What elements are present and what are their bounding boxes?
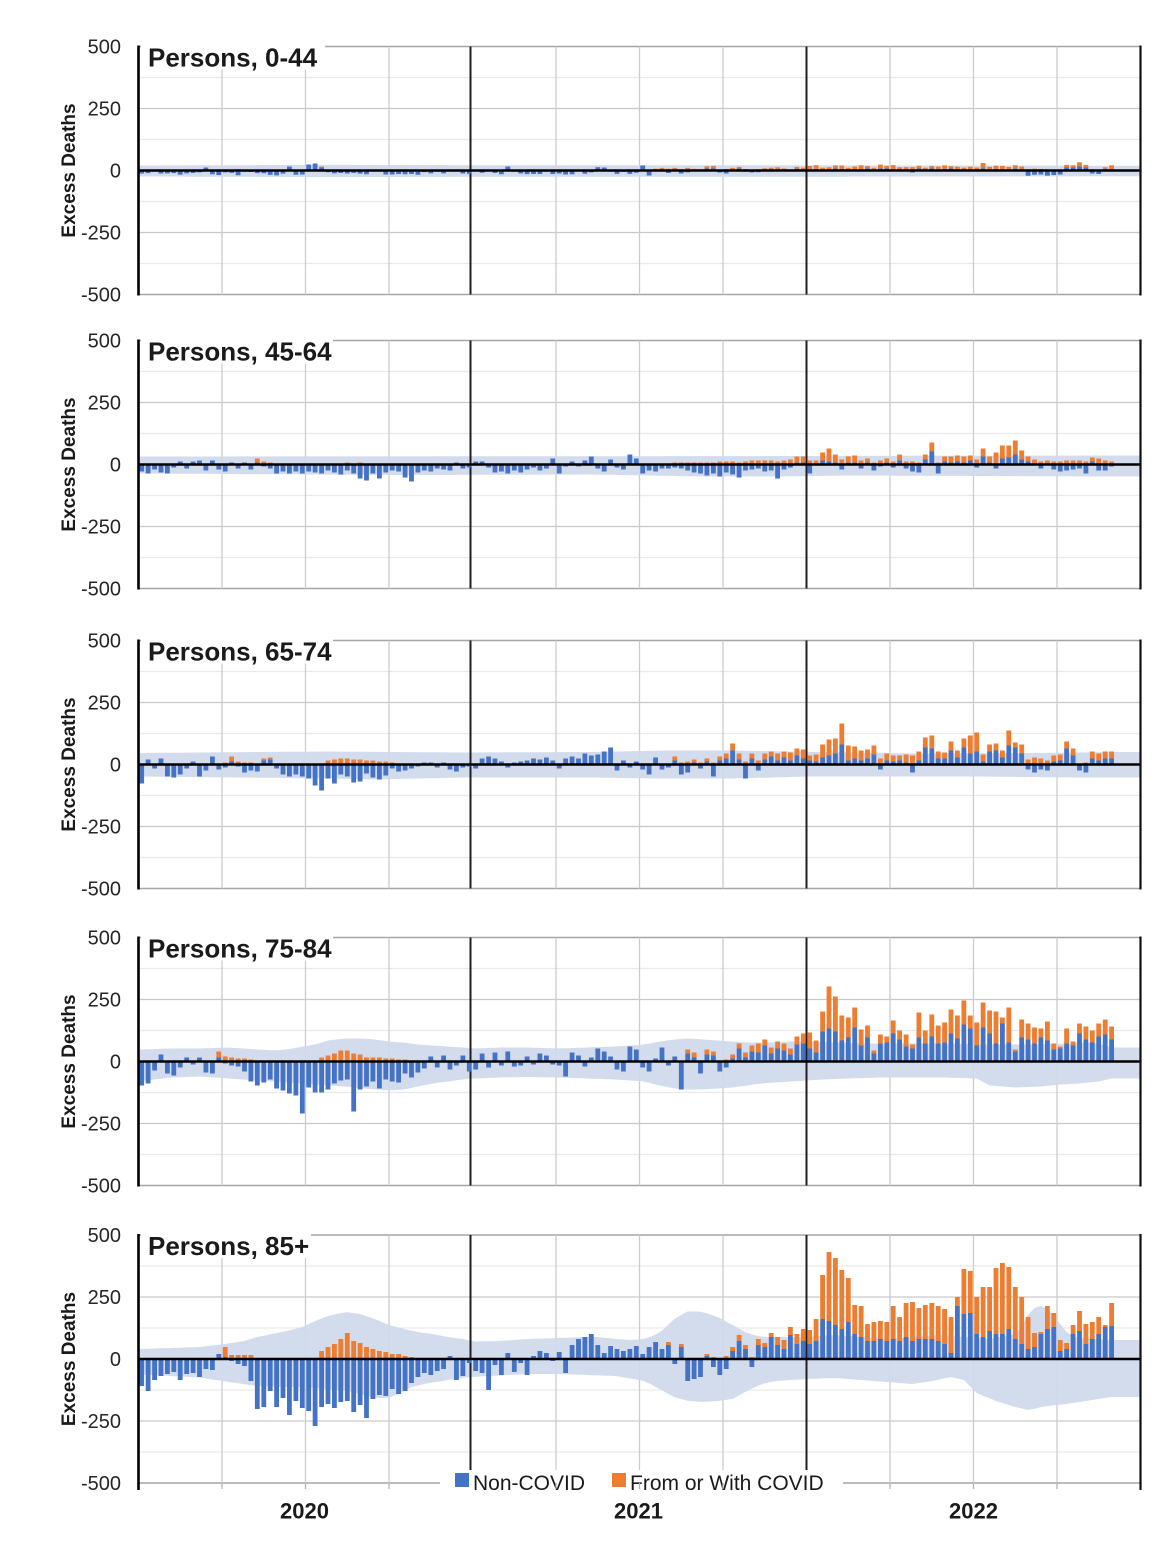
svg-text:Excess Deaths: Excess Deaths (59, 397, 80, 531)
svg-text:Persons, 0-44: Persons, 0-44 (148, 43, 318, 73)
svg-text:Persons, 85+: Persons, 85+ (148, 1231, 309, 1261)
svg-text:Excess Deaths: Excess Deaths (59, 1292, 80, 1426)
svg-text:250: 250 (88, 393, 121, 415)
svg-text:-250: -250 (81, 517, 121, 539)
svg-text:Persons, 65-74: Persons, 65-74 (148, 637, 332, 667)
svg-text:-500: -500 (81, 879, 121, 901)
svg-text:-500: -500 (81, 1176, 121, 1198)
svg-text:500: 500 (88, 1225, 121, 1247)
svg-text:-500: -500 (81, 285, 121, 307)
svg-text:-500: -500 (81, 579, 121, 601)
svg-text:0: 0 (110, 455, 121, 477)
svg-text:0: 0 (110, 1052, 121, 1074)
svg-text:500: 500 (88, 928, 121, 950)
svg-text:250: 250 (88, 1287, 121, 1309)
svg-text:-250: -250 (81, 223, 121, 245)
svg-text:Excess Deaths: Excess Deaths (59, 697, 80, 831)
svg-text:250: 250 (88, 990, 121, 1012)
svg-text:0: 0 (110, 161, 121, 183)
svg-text:0: 0 (110, 755, 121, 777)
svg-text:2022: 2022 (949, 1499, 998, 1524)
svg-text:Persons, 75-84: Persons, 75-84 (148, 934, 332, 964)
svg-text:250: 250 (88, 693, 121, 715)
svg-text:Excess Deaths: Excess Deaths (59, 103, 80, 237)
svg-text:From or With COVID: From or With COVID (630, 1472, 824, 1495)
svg-text:500: 500 (88, 331, 121, 353)
svg-text:2020: 2020 (280, 1499, 329, 1524)
svg-text:-250: -250 (81, 1411, 121, 1433)
svg-text:-250: -250 (81, 1114, 121, 1136)
svg-text:500: 500 (88, 631, 121, 653)
svg-text:250: 250 (88, 99, 121, 121)
svg-text:0: 0 (110, 1349, 121, 1371)
svg-text:500: 500 (88, 37, 121, 59)
svg-text:Persons, 45-64: Persons, 45-64 (148, 337, 332, 367)
svg-text:Non-COVID: Non-COVID (473, 1472, 585, 1495)
svg-text:2021: 2021 (614, 1499, 663, 1524)
svg-text:Excess Deaths: Excess Deaths (59, 994, 80, 1128)
svg-text:-250: -250 (81, 817, 121, 839)
svg-text:-500: -500 (81, 1473, 121, 1495)
